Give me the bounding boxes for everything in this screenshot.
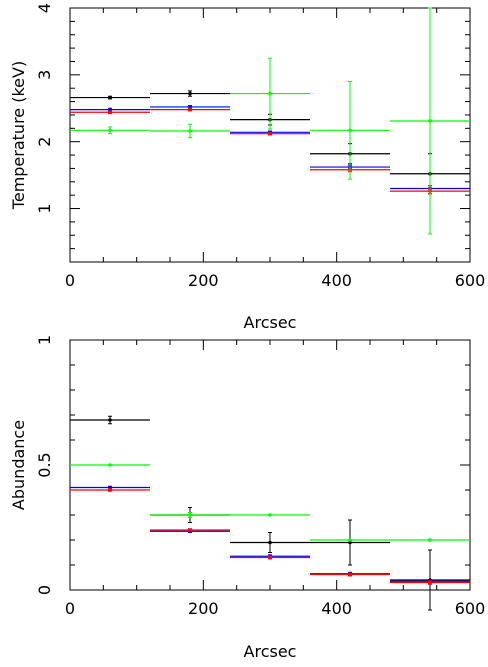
data-point: [428, 580, 432, 585]
data-point: [348, 128, 352, 133]
data-point: [108, 488, 112, 492]
data-point: [188, 91, 192, 96]
data-point: [108, 463, 112, 467]
temperature-panel: 0 200 400 600 1 2 3 4 Arcsec Temperature (keV): [9, 3, 485, 332]
x-tick-label: 600: [455, 271, 486, 290]
data-point: [428, 538, 432, 542]
y-tick-label: 1: [35, 203, 54, 213]
data-point: [108, 128, 112, 133]
series-green: [70, 463, 470, 542]
x-tick-label: 200: [188, 599, 219, 618]
x-tick-label: 0: [65, 599, 75, 618]
x-tick-label: 400: [321, 271, 352, 290]
y-tick-label: 0.5: [35, 452, 54, 477]
data-point: [348, 540, 352, 545]
data-point: [188, 129, 192, 133]
series-green: [70, 7, 470, 235]
abundance-panel: 0 200 400 600 0 0.5 1 Arcsec Abundance: [9, 335, 485, 661]
x-axis-title: Arcsec: [244, 642, 297, 661]
x-tick-label: 400: [321, 599, 352, 618]
data-point: [188, 107, 192, 112]
y-axis-title: Temperature (keV): [9, 61, 28, 210]
data-point: [268, 513, 272, 517]
data-point: [108, 418, 112, 422]
x-tick-label: 600: [455, 599, 486, 618]
x-axis-title: Arcsec: [244, 313, 297, 332]
data-point: [188, 513, 192, 517]
data-point: [428, 119, 432, 123]
data-point: [268, 555, 272, 560]
data-point: [348, 538, 352, 542]
y-tick-label: 1: [35, 335, 54, 345]
data-point: [268, 91, 272, 96]
y-tick-label: 2: [35, 137, 54, 147]
x-tick-label: 0: [65, 271, 75, 290]
data-point: [108, 110, 112, 115]
data-point: [188, 528, 192, 532]
data-point: [348, 572, 352, 577]
y-tick-label: 4: [35, 3, 54, 13]
data-point: [268, 131, 272, 136]
series-red: [70, 488, 470, 585]
y-tick-label: 3: [35, 70, 54, 80]
data-point: [108, 95, 112, 100]
y-axis-title: Abundance: [9, 420, 28, 510]
x-tick-label: 200: [188, 271, 219, 290]
data-point: [268, 540, 272, 545]
y-tick-label: 0: [35, 585, 54, 595]
